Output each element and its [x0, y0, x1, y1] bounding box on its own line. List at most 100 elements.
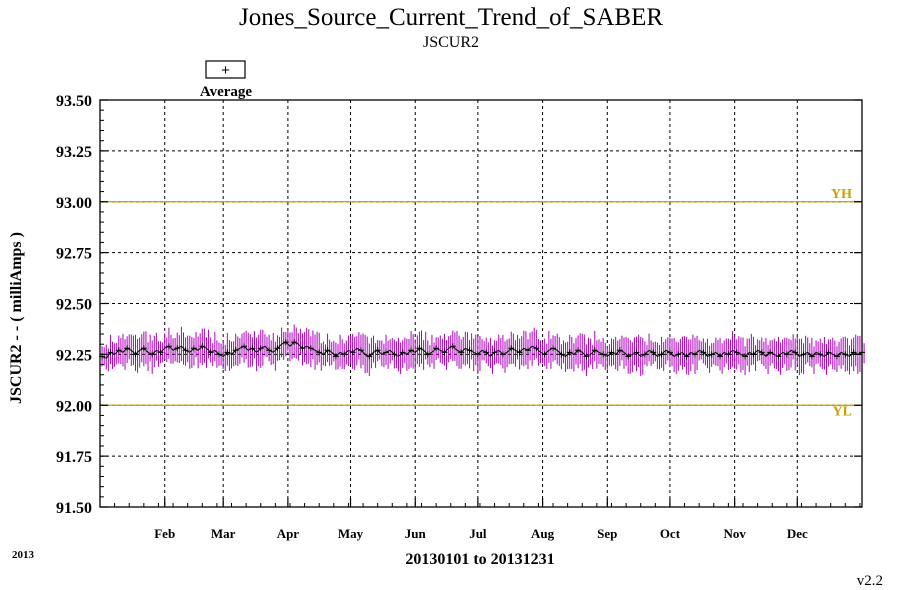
average-marker: [441, 349, 448, 356]
average-marker: [266, 347, 273, 354]
average-marker: [808, 353, 815, 360]
average-marker: [566, 349, 573, 356]
average-marker: [775, 353, 782, 360]
average-marker: [625, 353, 632, 360]
average-marker: [132, 351, 139, 358]
legend-entry-average: Average: [200, 84, 253, 100]
average-marker: [850, 349, 857, 356]
average-marker: [583, 353, 590, 360]
average-marker: [291, 339, 298, 346]
average-marker: [666, 349, 673, 356]
x-tick-label: Feb: [154, 526, 175, 541]
average-marker: [232, 347, 239, 354]
axes: 91.50 91.75 92.00 92.25 92.50 92.75 93.00 93.25…: [56, 93, 863, 541]
average-marker: [474, 351, 481, 358]
average-marker: [550, 345, 557, 352]
average-marker: [541, 351, 548, 358]
average-marker: [349, 349, 356, 356]
average-marker: [733, 349, 740, 356]
average-marker: [165, 343, 172, 350]
y-tick-label: 92.25: [56, 347, 92, 364]
x-tick-label: May: [338, 526, 364, 541]
average-marker: [241, 343, 248, 350]
average-marker: [115, 347, 122, 354]
x-tick-label: Oct: [660, 526, 681, 541]
chart-title: Jones_Source_Current_Trend_of_SABER: [239, 4, 663, 31]
average-marker: [558, 351, 565, 358]
average-line: [101, 341, 863, 360]
average-marker: [190, 345, 197, 352]
average-marker: [383, 349, 390, 356]
average-marker: [107, 349, 114, 356]
average-marker: [207, 349, 214, 356]
average-marker: [424, 351, 431, 358]
x-tick-label: Mar: [211, 526, 236, 541]
average-series: [99, 339, 865, 360]
average-marker: [332, 353, 339, 360]
range-bars: [101, 324, 865, 376]
average-marker: [357, 347, 364, 354]
average-marker: [483, 349, 490, 356]
average-marker: [833, 353, 840, 360]
average-marker: [683, 353, 690, 360]
grid: [100, 100, 862, 507]
average-marker: [792, 349, 799, 356]
average-marker: [199, 343, 206, 350]
average-marker: [374, 347, 381, 354]
average-marker: [591, 347, 598, 354]
average-marker: [817, 351, 824, 358]
x-tick-label: Apr: [277, 526, 300, 541]
average-marker: [717, 353, 724, 360]
limit-label-yh: YH: [831, 187, 852, 202]
average-marker: [282, 339, 289, 346]
y-tick-label: 92.00: [56, 398, 92, 415]
average-marker: [700, 349, 707, 356]
average-marker: [391, 351, 398, 358]
average-marker: [257, 345, 264, 352]
average-marker: [800, 351, 807, 358]
x-tick-label: Jul: [469, 526, 487, 541]
average-marker: [783, 351, 790, 358]
average-marker: [399, 349, 406, 356]
y-tick-label: 92.50: [56, 297, 92, 314]
average-marker: [249, 345, 256, 352]
average-marker: [633, 349, 640, 356]
average-marker: [182, 347, 189, 354]
x-tick-label: Jun: [405, 526, 427, 541]
average-marker: [641, 351, 648, 358]
y-tick-label: 91.75: [56, 449, 92, 466]
average-marker: [466, 347, 473, 354]
average-marker: [491, 349, 498, 356]
average-marker: [366, 353, 373, 360]
version-label: v2.2: [857, 573, 883, 589]
average-marker: [274, 345, 281, 352]
average-marker: [499, 351, 506, 358]
chart-subtitle: JSCUR2: [423, 34, 479, 51]
average-marker: [299, 345, 306, 352]
average-marker: [616, 347, 623, 354]
average-marker: [675, 351, 682, 358]
y-axis-label: JSCUR2 - - ( milliAmps ): [8, 232, 25, 404]
legend-symbol: +: [221, 62, 230, 79]
average-marker: [524, 347, 531, 354]
average-marker: [516, 349, 523, 356]
x-tick-label: Sep: [597, 526, 617, 541]
x-tick-label: Dec: [787, 526, 808, 541]
average-marker: [174, 345, 181, 352]
average-marker: [449, 343, 456, 350]
average-marker: [316, 349, 323, 356]
average-marker: [157, 349, 164, 356]
average-marker: [600, 351, 607, 358]
legend-symbol-box: [205, 60, 246, 79]
average-marker: [750, 351, 757, 358]
average-marker: [433, 345, 440, 352]
average-marker: [758, 349, 765, 356]
x-tick-label: Nov: [723, 526, 746, 541]
x-tick-label: Aug: [531, 526, 555, 541]
average-marker: [324, 347, 331, 354]
average-marker: [508, 345, 515, 352]
average-marker: [658, 351, 665, 358]
average-marker: [215, 351, 222, 358]
average-marker: [842, 351, 849, 358]
